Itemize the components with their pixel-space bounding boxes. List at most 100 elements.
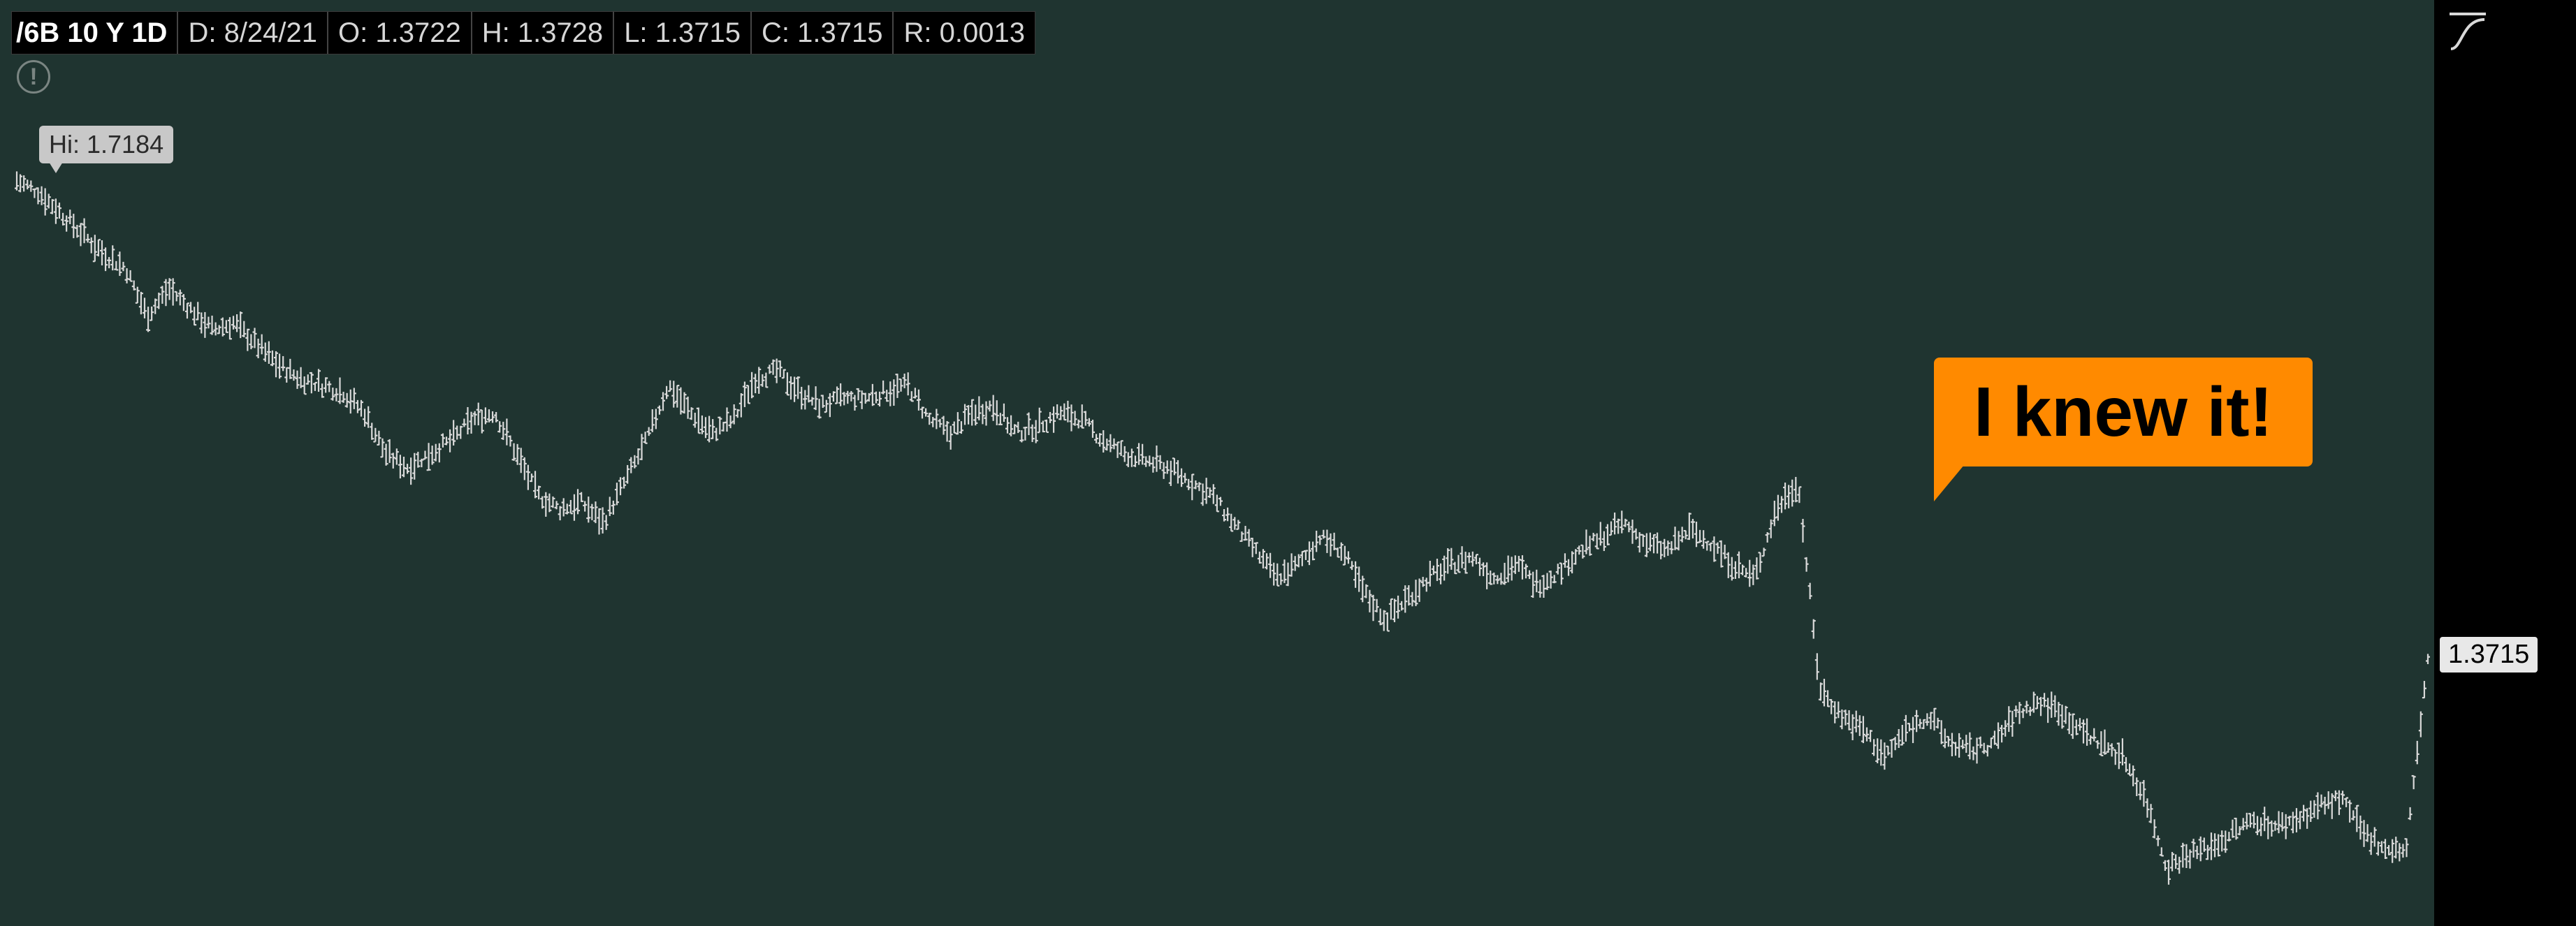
price-bar: [856, 388, 861, 401]
price-bar: [1030, 424, 1035, 442]
price-bar: [671, 381, 676, 408]
price-bar: [2344, 797, 2349, 807]
price-bar: [2283, 814, 2288, 839]
price-bar: [2035, 696, 2039, 710]
price-bar: [2205, 844, 2210, 860]
price-bar: [668, 380, 673, 392]
price-bar: [1712, 536, 1717, 562]
price-bar: [259, 334, 264, 355]
price-bar: [2181, 842, 2185, 868]
price-bar: [1005, 417, 1010, 434]
price-bar: [1758, 552, 1763, 573]
price-bar: [1286, 562, 1290, 587]
price-bar: [1392, 598, 1397, 622]
price-bar: [1669, 541, 1674, 554]
price-bar: [1804, 557, 1809, 572]
price-bar: [2368, 832, 2373, 855]
price-bar: [150, 306, 154, 321]
price-bar: [1236, 520, 1241, 530]
price-bar: [2372, 827, 2377, 847]
price-bar: [2159, 847, 2164, 857]
price-bar: [277, 353, 282, 379]
price-bar: [2358, 815, 2363, 840]
price-bar: [963, 404, 968, 425]
price-bar: [1268, 552, 1273, 578]
price-bar: [1694, 522, 1699, 547]
price-bar: [2166, 860, 2171, 885]
price-bar: [220, 317, 225, 337]
price-bar: [22, 175, 27, 192]
price-bar: [213, 322, 218, 336]
price-bar: [1729, 557, 1734, 581]
price-bar: [2077, 718, 2082, 731]
price-bar: [1154, 445, 1159, 472]
price-bar: [1108, 434, 1113, 453]
price-bar: [2102, 729, 2107, 755]
price-bar: [788, 376, 793, 400]
price-bar: [1492, 572, 1497, 585]
price-bar: [2067, 712, 2072, 735]
price-bar: [1214, 494, 1219, 513]
price-bar: [96, 239, 101, 257]
price-bar: [1673, 527, 1678, 550]
price-bar: [1814, 653, 1819, 680]
callout-annotation: I knew it!: [1934, 358, 2313, 466]
price-bar: [774, 358, 779, 383]
price-bar: [1524, 564, 1529, 579]
price-bar: [1783, 483, 1788, 510]
price-bar: [1260, 549, 1265, 568]
price-bar: [53, 198, 58, 224]
price-bar: [184, 302, 189, 319]
price-bar: [2390, 839, 2395, 863]
price-bar: [2308, 800, 2313, 823]
chart-scale-icon[interactable]: [2447, 11, 2489, 53]
price-bar: [1857, 715, 1862, 736]
price-bar: [1531, 571, 1536, 598]
price-bar: [1733, 561, 1738, 580]
price-bar: [1122, 446, 1127, 462]
price-bar: [1843, 710, 1848, 726]
price-bar: [25, 179, 30, 190]
alert-icon[interactable]: !: [17, 60, 50, 94]
price-bar: [881, 380, 886, 395]
price-bar: [657, 405, 662, 415]
price-bar: [1790, 479, 1795, 507]
price-bar: [419, 458, 424, 468]
price-bar: [295, 370, 300, 389]
price-bar: [1289, 553, 1294, 577]
price-bar: [934, 409, 939, 429]
price-bar: [1620, 510, 1624, 534]
open-readout: O: 1.3722: [328, 12, 472, 54]
price-bar: [2014, 705, 2018, 717]
price-bar: [554, 501, 559, 510]
price-bar: [799, 386, 804, 410]
price-bar: [1601, 531, 1606, 552]
price-bar: [309, 372, 314, 394]
price-bar: [1652, 534, 1657, 554]
price-bar: [955, 412, 960, 435]
price-bar: [998, 413, 1003, 425]
price-bar: [312, 381, 317, 391]
price-axis-panel[interactable]: [2434, 0, 2576, 926]
symbol-label[interactable]: /6B 10 Y 1D: [12, 12, 179, 54]
price-bar: [611, 500, 616, 515]
price-bar: [1328, 533, 1333, 557]
ohlc-info-bar: /6B 10 Y 1D D: 8/24/21 O: 1.3722 H: 1.37…: [11, 11, 1035, 54]
price-bar: [1573, 549, 1578, 565]
price-bar: [2162, 860, 2167, 872]
price-bar: [1378, 608, 1383, 626]
price-bar: [1098, 433, 1103, 447]
price-bar: [1960, 740, 1965, 749]
price-bar: [2301, 804, 2306, 822]
price-bar: [114, 260, 119, 271]
price-bar: [827, 393, 832, 418]
price-bar: [1364, 584, 1369, 598]
price-bar: [873, 391, 878, 404]
price-bar: [1978, 736, 1983, 749]
price-bar: [1605, 524, 1610, 545]
price-bar: [2290, 811, 2295, 834]
price-bar: [718, 416, 722, 435]
price-bar: [2294, 808, 2299, 832]
price-bar: [1872, 739, 1877, 756]
price-bar: [2287, 816, 2292, 826]
